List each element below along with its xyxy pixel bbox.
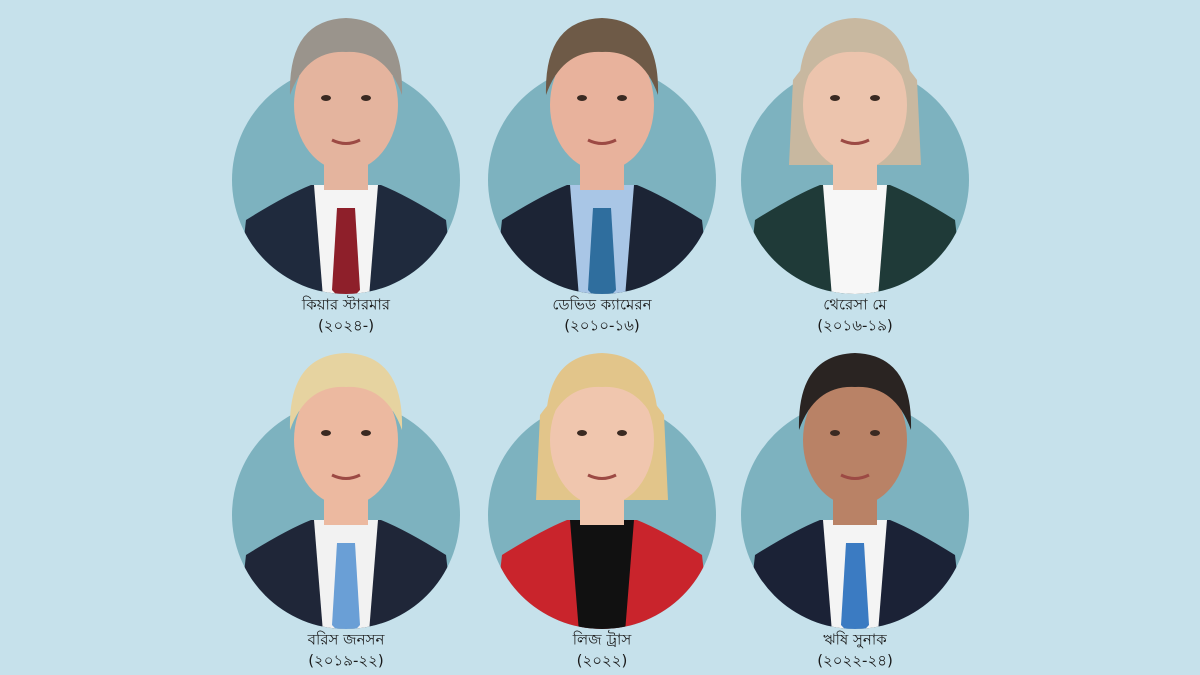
person-name: কিয়ার স্টারমার bbox=[301, 296, 391, 314]
mouth bbox=[587, 138, 617, 145]
body bbox=[745, 520, 965, 629]
hair bbox=[798, 353, 912, 430]
person-years: (২০২৪-) bbox=[318, 317, 374, 335]
person-name: থেরেসা মে bbox=[823, 296, 887, 314]
eye bbox=[361, 430, 371, 436]
body bbox=[492, 520, 712, 629]
portrait bbox=[232, 353, 460, 629]
face bbox=[550, 374, 654, 506]
eye bbox=[321, 95, 331, 101]
eye bbox=[870, 430, 880, 436]
person-name: ঋষি সুনাক bbox=[823, 631, 887, 649]
tie bbox=[588, 208, 616, 294]
portrait bbox=[741, 353, 969, 629]
eye bbox=[617, 430, 627, 436]
eye bbox=[577, 95, 587, 101]
mouth bbox=[331, 138, 361, 145]
eye bbox=[830, 95, 840, 101]
person-years: (২০১০-১৬) bbox=[564, 317, 640, 335]
person-years: (২০২২-২৪) bbox=[817, 652, 893, 670]
person-years: (২০২২) bbox=[577, 652, 628, 670]
hair bbox=[545, 353, 659, 430]
eye bbox=[830, 430, 840, 436]
shirt bbox=[823, 185, 887, 294]
portrait bbox=[488, 18, 716, 294]
hair bbox=[289, 18, 403, 95]
portrait bbox=[232, 18, 460, 294]
hair bbox=[289, 353, 403, 430]
person-name: লিজ ট্রাস bbox=[572, 631, 633, 649]
person-years: (২০১৬-১৯) bbox=[817, 317, 893, 335]
mouth bbox=[840, 473, 870, 480]
eye bbox=[870, 95, 880, 101]
face bbox=[803, 374, 907, 506]
body bbox=[492, 185, 712, 294]
tie bbox=[841, 543, 869, 629]
body bbox=[745, 185, 965, 294]
hair bbox=[545, 18, 659, 95]
body bbox=[236, 520, 456, 629]
face bbox=[294, 39, 398, 171]
eye bbox=[577, 430, 587, 436]
portrait bbox=[488, 353, 716, 629]
body bbox=[236, 185, 456, 294]
tie bbox=[332, 208, 360, 294]
face bbox=[803, 39, 907, 171]
mouth bbox=[331, 473, 361, 480]
hair bbox=[798, 18, 912, 95]
face bbox=[294, 374, 398, 506]
eye bbox=[617, 95, 627, 101]
mouth bbox=[840, 138, 870, 145]
eye bbox=[321, 430, 331, 436]
face bbox=[550, 39, 654, 171]
mouth bbox=[587, 473, 617, 480]
eye bbox=[361, 95, 371, 101]
person-years: (২০১৯-২২) bbox=[308, 652, 384, 670]
tie bbox=[332, 543, 360, 629]
portrait bbox=[741, 18, 969, 294]
shirt bbox=[570, 520, 634, 629]
person-name: বরিস জনসন bbox=[307, 631, 386, 649]
person-name: ডেভিড ক্যামেরন bbox=[552, 296, 652, 314]
